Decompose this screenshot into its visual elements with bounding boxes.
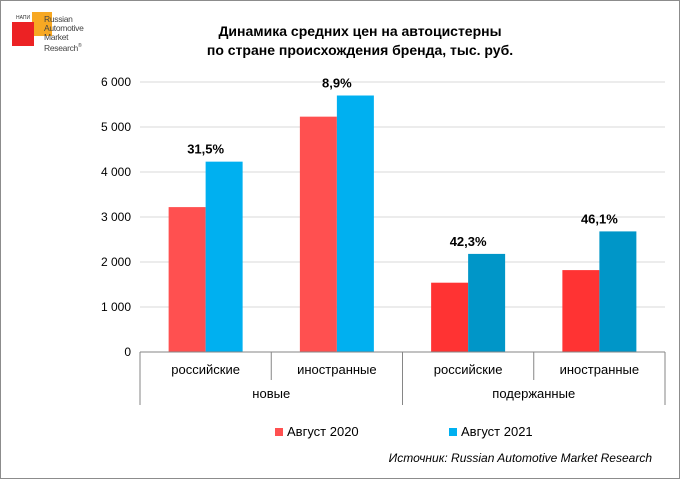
y-tick-label: 2 000	[101, 255, 131, 269]
x-category-label: российские	[434, 362, 503, 377]
bar-2021-cat-3	[599, 231, 637, 352]
logo-line: Market	[44, 32, 69, 42]
logo-line: Automotive	[44, 23, 84, 33]
legend-swatch-2020	[275, 427, 283, 436]
x-axis: российские иностранные российские иностранн…	[139, 351, 666, 405]
logo: НАПИ Russian Automotive Market Research®	[6, 7, 96, 67]
y-tick-label: 4 000	[101, 165, 131, 179]
bars	[168, 95, 637, 353]
x-category-label: российские	[171, 362, 240, 377]
legend-swatch-2021	[449, 427, 457, 436]
x-group-label: подержанные	[492, 386, 575, 401]
legend-label-2021: Август 2021	[461, 424, 533, 439]
change-label: 8,9%	[322, 76, 352, 91]
bar-2020-cat-1	[299, 116, 337, 353]
logo-red-square	[12, 22, 34, 46]
chart-title-line-2: по стране происхождения бренда, тыс. руб…	[206, 42, 514, 58]
y-tick-label: 1 000	[101, 300, 131, 314]
legend-label-2020: Август 2020	[287, 424, 359, 439]
bar-2021-cat-0	[205, 161, 243, 352]
change-label: 46,1%	[581, 211, 618, 226]
bar-2021-cat-2	[468, 253, 506, 352]
y-tick-label: 3 000	[101, 210, 131, 224]
x-category-label: иностранные	[297, 362, 377, 377]
logo-line: Research®	[44, 42, 114, 53]
change-label: 42,3%	[450, 234, 487, 249]
logo-brand-text: Russian Automotive Market Research®	[44, 15, 114, 53]
y-tick-label: 5 000	[101, 120, 131, 134]
bar-chart: 0 1 000 2 000 3 000 4 000 5 000 6 000 31,5% 8,9…	[101, 75, 666, 405]
change-labels: 31,5% 8,9% 42,3% 46,1%	[187, 76, 618, 249]
bar-2021-cat-1	[336, 95, 374, 352]
legend-item-2020: Август 2020	[275, 424, 359, 439]
legend-item-2021: Август 2021	[449, 424, 533, 439]
bar-2020-cat-0	[168, 207, 206, 352]
chart-title-line-1: Динамика средних цен на автоцистерны	[218, 23, 502, 39]
bar-2020-cat-2	[431, 282, 469, 352]
x-group-label: новые	[252, 386, 290, 401]
source-note: Источник: Russian Automotive Market Rese…	[388, 451, 652, 465]
y-tick-label: 6 000	[101, 75, 131, 89]
legend: Август 2020 Август 2021	[0, 424, 680, 440]
bar-2020-cat-3	[562, 270, 600, 352]
logo-small-label: НАПИ	[16, 15, 31, 21]
logo-line: Russian	[44, 14, 73, 24]
x-category-label: иностранные	[560, 362, 640, 377]
chart-title: Динамика средних цен на автоцистерны по …	[160, 22, 560, 60]
logo-line-research: Research	[44, 42, 78, 53]
logo-orange-square	[32, 12, 52, 36]
change-label: 31,5%	[187, 142, 224, 157]
y-tick-label: 0	[124, 345, 131, 359]
y-axis-ticks: 0 1 000 2 000 3 000 4 000 5 000 6 000	[101, 75, 131, 359]
logo-reg-mark: ®	[77, 43, 82, 49]
